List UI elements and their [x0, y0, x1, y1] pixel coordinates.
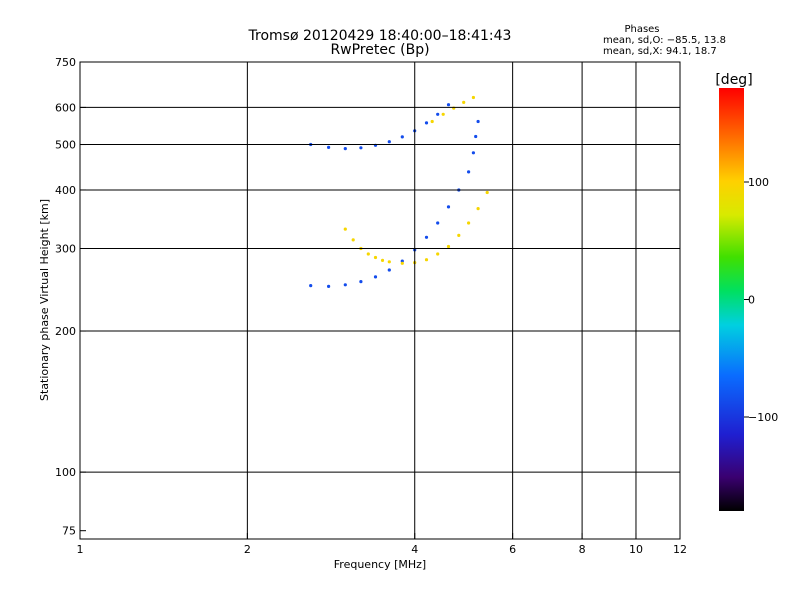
colorbar-ticks: 100 0 −100: [744, 176, 778, 424]
data-point-o: [327, 284, 331, 288]
x-tick-label: 1: [77, 543, 84, 556]
phases-o-stats: mean, sd,O: −85.5, 13.8: [603, 35, 726, 46]
data-point-o: [327, 145, 331, 149]
data-point-o: [476, 119, 480, 124]
x-tick-label: 6: [509, 543, 516, 556]
y-tick-label: 200: [55, 325, 76, 338]
y-axis-ticks: 75 100 200 300 400 500 600 750: [55, 56, 86, 538]
data-point-x: [366, 252, 370, 256]
data-point-o: [424, 235, 429, 239]
data-point-o: [400, 135, 404, 139]
chart-title: Tromsø 20120429 18:40:00–18:41:43: [248, 28, 512, 44]
x-axis-ticks: 1 2 4 6 8 10 12: [77, 533, 687, 556]
data-point-o: [467, 170, 471, 174]
y-tick-label: 300: [55, 243, 76, 256]
y-tick-label: 400: [55, 184, 76, 197]
data-point-o: [424, 121, 429, 125]
data-point-x: [467, 221, 471, 225]
scatter-points-layer: [309, 95, 489, 288]
y-tick-label: 500: [55, 139, 76, 152]
plot-frame: [79, 61, 681, 540]
data-point-o: [436, 221, 440, 225]
y-axis-label: Stationary phase Virtual Height [km]: [38, 199, 51, 401]
data-point-o: [474, 134, 478, 139]
colorbar-label: [deg]: [715, 72, 752, 88]
data-point-o: [400, 259, 404, 263]
data-point-x: [485, 190, 489, 195]
data-point-x: [380, 258, 385, 262]
y-tick-label: 75: [62, 525, 76, 538]
colorbar-tick-label: 0: [748, 294, 755, 307]
data-point-x: [373, 255, 378, 260]
data-point-o: [446, 103, 451, 107]
data-point-o: [373, 275, 378, 279]
y-tick-label: 600: [55, 101, 76, 114]
data-point-x: [343, 227, 347, 231]
data-point-x: [457, 233, 461, 237]
data-point-o: [359, 146, 363, 150]
data-point-x: [462, 100, 466, 104]
data-point-x: [424, 258, 429, 262]
data-point-x: [351, 238, 355, 242]
data-point-o: [343, 283, 347, 287]
colorbar-tick-label: 100: [748, 176, 769, 189]
data-point-o: [309, 284, 313, 288]
data-point-o: [343, 147, 347, 151]
x-tick-label: 12: [673, 543, 687, 556]
data-point-o: [471, 151, 475, 155]
data-point-x: [446, 244, 451, 249]
phases-heading: Phases: [624, 24, 659, 35]
colorbar-tick-label: −100: [748, 411, 778, 424]
chart-subtitle: RwPretec (Bp): [330, 42, 429, 58]
data-point-o: [446, 205, 451, 209]
data-point-x: [471, 95, 475, 100]
data-point-o: [387, 268, 391, 272]
data-point-x: [436, 252, 440, 256]
x-tick-label: 2: [244, 543, 251, 556]
x-tick-label: 10: [629, 543, 643, 556]
y-tick-label: 100: [55, 466, 76, 479]
data-point-x: [387, 260, 391, 264]
data-point-o: [359, 280, 363, 284]
grid-lines: [80, 62, 680, 539]
data-point-x: [400, 261, 404, 265]
colorbar: [719, 88, 744, 511]
y-tick-label: 750: [55, 56, 76, 69]
x-tick-label: 4: [411, 543, 418, 556]
data-point-x: [430, 119, 434, 124]
phases-x-stats: mean, sd,X: 94.1, 18.7: [603, 46, 717, 57]
data-point-x: [476, 207, 480, 211]
x-tick-label: 8: [579, 543, 586, 556]
data-point-o: [387, 140, 391, 144]
x-axis-label: Frequency [MHz]: [334, 558, 426, 571]
data-point-o: [436, 112, 440, 116]
data-point-x: [441, 112, 445, 116]
